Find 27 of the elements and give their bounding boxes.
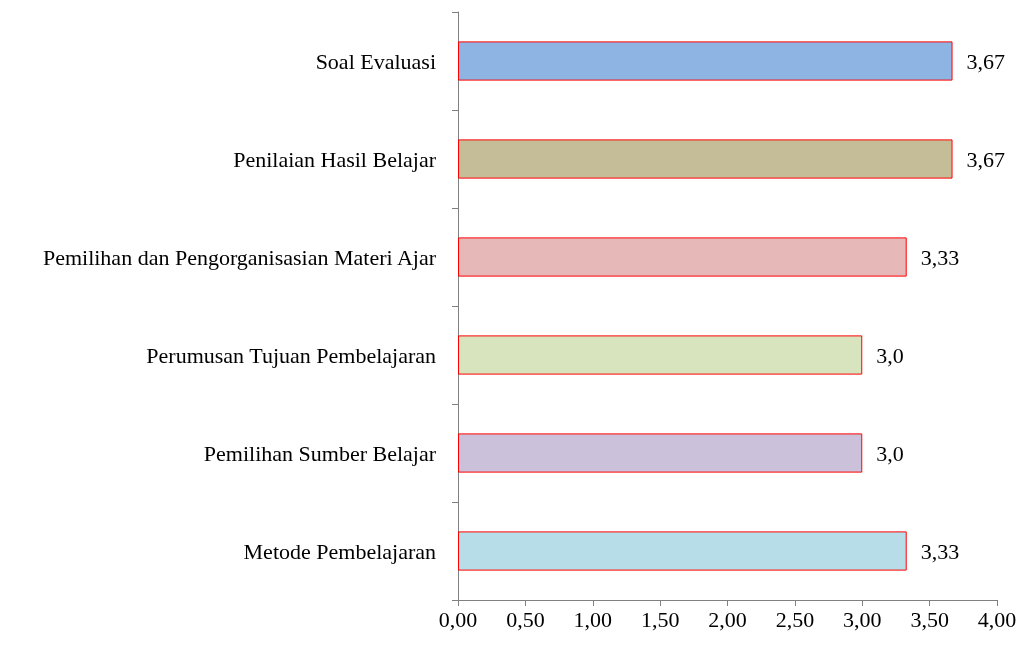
y-tick-label: Soal Evaluasi [315, 48, 436, 74]
data-label: 3,0 [876, 440, 904, 466]
bar [458, 433, 863, 473]
bar [458, 41, 953, 81]
x-tick-label: 2,50 [775, 606, 815, 632]
x-tick-label: 1,50 [640, 606, 680, 632]
y-tick-label: Pemilihan dan Pengorganisasian Materi Ajar [42, 244, 437, 270]
data-label: 3,0 [876, 342, 904, 368]
y-tick-label: Pemilihan Sumber Belajar [203, 440, 437, 466]
data-label: 3,33 [920, 538, 960, 564]
y-tick-label: Metode Pembelajaran [243, 538, 436, 564]
x-tick-label: 2,00 [708, 606, 747, 632]
x-tick-label: 3,50 [910, 606, 949, 632]
data-label: 3,67 [966, 48, 1006, 74]
data-label: 3,33 [920, 244, 960, 270]
x-tick-label: 4,00 [977, 606, 1017, 632]
bar [458, 531, 907, 571]
data-label: 3,67 [966, 146, 1006, 172]
bar [458, 335, 863, 375]
x-tick-label: 0,50 [506, 606, 545, 632]
y-tick-label: Penilaian Hasil Belajar [233, 146, 437, 172]
bar [458, 237, 907, 277]
x-tick-label: 1,00 [573, 606, 612, 632]
bar [458, 139, 953, 179]
y-tick-label: Perumusan Tujuan Pembelajaran [146, 342, 436, 368]
x-tick-label: 0,00 [438, 606, 478, 632]
x-tick-label: 3,00 [843, 606, 882, 632]
